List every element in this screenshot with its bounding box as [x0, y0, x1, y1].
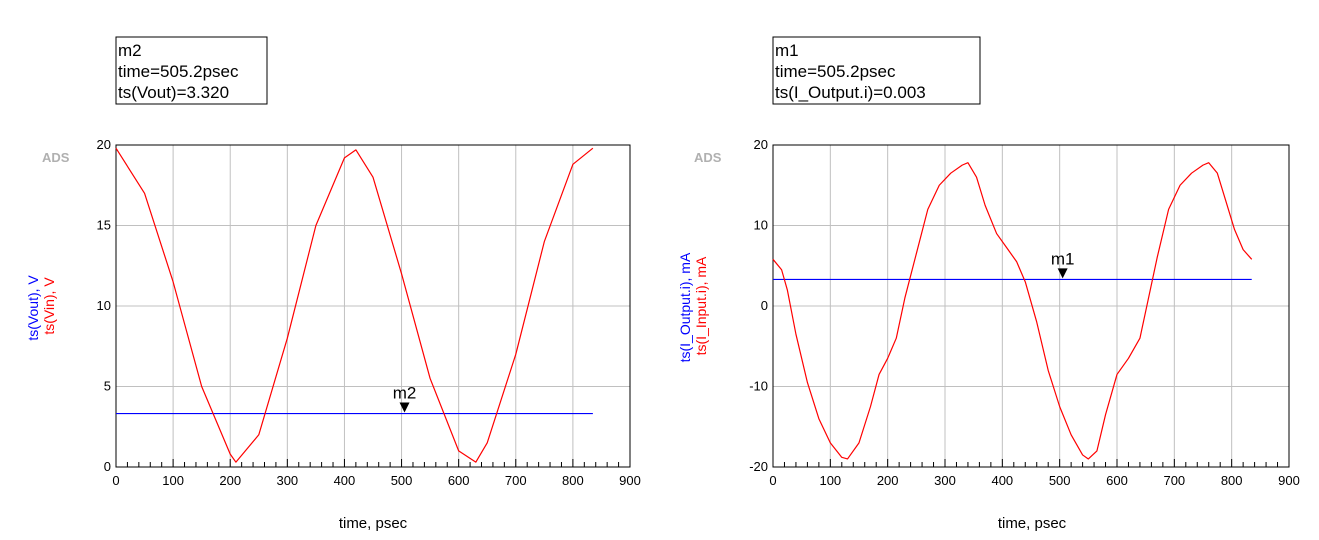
- x-tick-label: 900: [619, 473, 641, 488]
- series-line-ts-i-input-i-: [772, 162, 1253, 460]
- x-tick-label: 700: [505, 473, 527, 488]
- marker-readout-line-1: m1: [775, 41, 799, 60]
- marker-readout-line-1: m2: [118, 41, 142, 60]
- y-tick-label: 20: [754, 137, 768, 152]
- x-axis-title: time, psec: [339, 515, 408, 532]
- x-tick-label: 300: [276, 473, 298, 488]
- y-axis-title-vin: ts(Vin), V: [41, 277, 57, 335]
- x-tick-label: 200: [219, 473, 241, 488]
- x-tick-label: 700: [1163, 473, 1185, 488]
- svg-text:ts(Vout), V ts(Vin), V: ts(Vout), V ts(Vin), V: [25, 271, 57, 340]
- marker-label: m2: [393, 384, 417, 403]
- x-tick-label: 100: [162, 473, 184, 488]
- y-tick-label: 5: [104, 379, 111, 394]
- plot-frame: [115, 144, 631, 468]
- x-tick-label: 800: [562, 473, 584, 488]
- marker-triangle: [1057, 268, 1068, 279]
- marker-readout-frame: [772, 36, 981, 105]
- y-tick-label: 20: [97, 137, 111, 152]
- y-tick-label: 0: [104, 459, 111, 474]
- marker-readout-frame: [115, 36, 268, 105]
- marker-readout-line-2: time=505.2psec: [775, 62, 896, 81]
- y-tick-label: 0: [761, 298, 768, 313]
- x-tick-label: 0: [769, 473, 776, 488]
- x-tick-label: 0: [112, 473, 119, 488]
- ads-watermark: ADS: [42, 150, 70, 165]
- y-tick-label: 10: [97, 298, 111, 313]
- marker-triangle: [399, 402, 410, 413]
- x-tick-label: 800: [1221, 473, 1243, 488]
- y-tick-label: 10: [754, 218, 768, 233]
- x-tick-label: 600: [1106, 473, 1128, 488]
- svg-text:ts(I_Output.i), mA ts(: ts(I_Output.i), mA ts(I_Input.i), mA: [677, 250, 709, 363]
- plot-area-left[interactable]: 0 100 200 300 400 500 600 700 800 900 0 5 10 15 20 m2: [97, 137, 641, 488]
- marker-readout-line-3: ts(I_Output.i)=0.003: [775, 83, 926, 102]
- y-axis-title: ts(Vout), V ts(Vin), V: [25, 271, 57, 341]
- plot-frame: [772, 144, 1290, 468]
- y-axis-title-vout: ts(Vout), V: [25, 275, 41, 341]
- marker-readout-line-2: time=505.2psec: [118, 62, 239, 81]
- marker-readout-box-m2[interactable]: m2 time=505.2psec ts(Vout)=3.320: [115, 36, 268, 105]
- marker-readout-box-m1[interactable]: m1 time=505.2psec ts(I_Output.i)=0.003: [772, 36, 981, 105]
- x-tick-label: 100: [819, 473, 841, 488]
- x-axis-title: time, psec: [998, 515, 1067, 532]
- x-tick-label: 500: [391, 473, 413, 488]
- y-axis-title-i-input: ts(I_Input.i), mA: [693, 256, 709, 355]
- x-tick-label: 600: [448, 473, 470, 488]
- chart-panel-right: m1 time=505.2psec ts(I_Output.i)=0.003 A…: [677, 36, 1300, 532]
- y-axis-title: ts(I_Output.i), mA ts(I_Input.i), mA: [677, 250, 709, 363]
- marker-readout-line-3: ts(Vout)=3.320: [118, 83, 229, 102]
- x-tick-label: 400: [991, 473, 1013, 488]
- y-tick-label: 15: [97, 218, 111, 233]
- x-tick-label: 400: [334, 473, 356, 488]
- y-tick-label: -10: [749, 379, 768, 394]
- x-tick-label: 300: [934, 473, 956, 488]
- chart-panel-left: m2 time=505.2psec ts(Vout)=3.320 ADS ts(…: [25, 36, 641, 532]
- series-line-ts-vin-: [115, 147, 594, 463]
- y-tick-label: -20: [749, 459, 768, 474]
- x-tick-label: 900: [1278, 473, 1300, 488]
- x-tick-label: 200: [877, 473, 899, 488]
- ads-watermark: ADS: [694, 150, 722, 165]
- x-tick-label: 500: [1049, 473, 1071, 488]
- marker-label: m1: [1051, 249, 1075, 268]
- y-axis-title-i-output: ts(I_Output.i), mA: [677, 252, 693, 362]
- plot-area-right[interactable]: 0 100 200 300 400 500 600 700 800 900 -20 -10 0 10 20 m…: [749, 137, 1300, 488]
